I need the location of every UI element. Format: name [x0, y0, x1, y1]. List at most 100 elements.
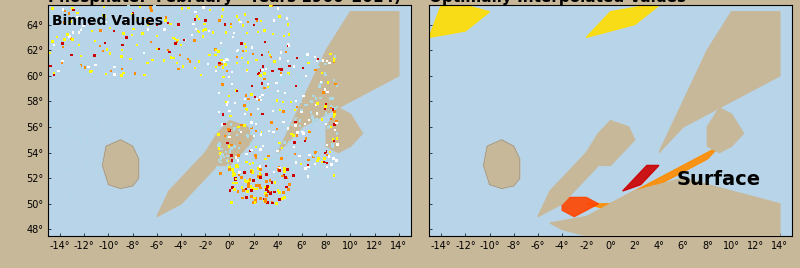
Point	[273, 67, 286, 71]
Point	[323, 154, 336, 158]
Point	[199, 18, 212, 23]
Point	[288, 159, 301, 164]
Point	[242, 133, 254, 137]
Point	[326, 96, 338, 100]
Point	[259, 199, 272, 204]
Point	[270, 174, 283, 179]
Point	[188, 39, 201, 43]
Point	[139, 40, 152, 44]
Point	[198, 22, 211, 26]
Point	[228, 127, 241, 132]
Point	[88, 54, 101, 58]
Point	[210, 48, 222, 53]
Polygon shape	[707, 108, 744, 152]
Point	[329, 82, 342, 86]
Point	[89, 63, 102, 67]
Point	[320, 111, 333, 115]
Point	[235, 76, 248, 80]
Point	[253, 183, 266, 187]
Point	[272, 6, 285, 10]
Point	[221, 100, 234, 104]
Point	[306, 114, 319, 118]
Point	[272, 168, 285, 172]
Point	[212, 171, 225, 176]
Point	[274, 91, 287, 95]
Point	[70, 46, 82, 50]
Polygon shape	[538, 121, 634, 217]
Point	[248, 67, 261, 72]
Point	[242, 181, 255, 185]
Point	[138, 17, 151, 21]
Point	[303, 69, 316, 73]
Point	[222, 135, 235, 139]
Point	[215, 14, 228, 18]
Point	[115, 48, 128, 52]
Point	[240, 187, 253, 191]
Point	[230, 88, 242, 93]
Point	[278, 91, 291, 95]
Point	[290, 149, 303, 154]
Point	[226, 158, 238, 163]
Point	[273, 197, 286, 202]
Point	[219, 173, 232, 177]
Point	[255, 81, 268, 85]
Point	[209, 47, 222, 52]
Point	[282, 59, 294, 63]
Point	[312, 57, 325, 61]
Point	[319, 104, 332, 109]
Point	[282, 83, 294, 87]
Point	[213, 142, 226, 146]
Point	[251, 113, 264, 117]
Point	[120, 35, 133, 40]
Point	[222, 168, 235, 172]
Point	[245, 169, 258, 173]
Point	[105, 69, 118, 73]
Point	[230, 133, 243, 137]
Point	[328, 113, 341, 117]
Point	[219, 62, 232, 67]
Point	[288, 99, 301, 103]
Point	[150, 34, 163, 38]
Point	[215, 62, 228, 66]
Point	[93, 19, 106, 23]
Point	[309, 152, 322, 157]
Point	[222, 58, 234, 62]
Point	[317, 172, 330, 176]
Point	[214, 151, 227, 156]
Point	[250, 129, 262, 133]
Point	[258, 105, 270, 109]
Point	[194, 119, 206, 123]
Point	[153, 47, 166, 51]
Point	[230, 165, 242, 169]
Point	[174, 69, 187, 73]
Point	[278, 140, 291, 144]
Point	[268, 102, 281, 106]
Point	[262, 85, 274, 89]
Point	[286, 100, 299, 104]
Point	[220, 60, 233, 65]
Point	[58, 9, 71, 13]
Point	[214, 157, 227, 161]
Point	[196, 124, 209, 129]
Point	[228, 31, 241, 35]
Point	[297, 131, 310, 136]
Point	[231, 48, 244, 52]
Point	[291, 105, 304, 109]
Point	[308, 153, 321, 158]
Point	[209, 53, 222, 57]
Point	[252, 30, 265, 34]
Point	[288, 98, 301, 103]
Point	[216, 122, 229, 127]
Point	[309, 145, 322, 149]
Point	[285, 100, 298, 104]
Point	[177, 64, 190, 69]
Point	[222, 163, 234, 167]
Point	[44, 64, 57, 68]
Point	[302, 174, 314, 179]
Point	[256, 70, 269, 74]
Point	[90, 32, 103, 36]
Point	[276, 102, 289, 107]
Point	[212, 125, 225, 130]
Point	[297, 161, 310, 165]
Point	[278, 173, 290, 177]
